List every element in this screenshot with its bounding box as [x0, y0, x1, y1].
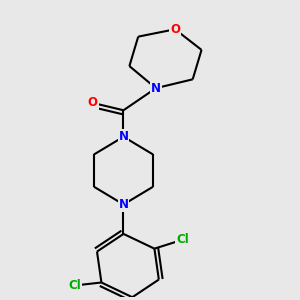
Text: O: O: [170, 23, 180, 36]
Text: N: N: [118, 130, 128, 143]
Text: N: N: [118, 198, 128, 211]
Text: Cl: Cl: [176, 233, 189, 246]
Text: O: O: [88, 96, 98, 110]
Text: Cl: Cl: [68, 279, 81, 292]
Text: N: N: [151, 82, 161, 95]
